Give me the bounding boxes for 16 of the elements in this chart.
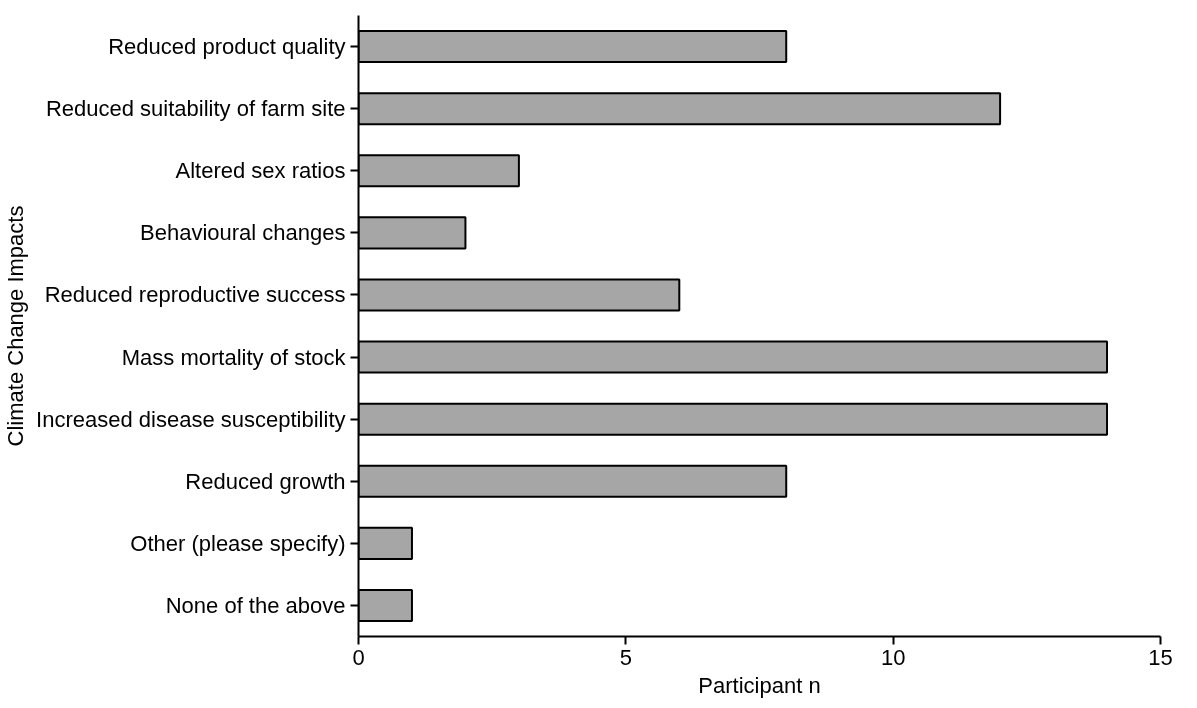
x-tick-label: 10 xyxy=(880,644,906,670)
x-axis-title: Participant n xyxy=(698,672,821,698)
y-tick-label: Reduced product quality xyxy=(108,34,346,60)
y-tick-label: Increased disease susceptibility xyxy=(36,406,346,432)
x-tick-label: 5 xyxy=(619,644,632,670)
y-axis-title: Climate Change Impacts xyxy=(3,205,29,447)
y-tick-label: Behavioural changes xyxy=(140,220,346,246)
x-tick-label: 0 xyxy=(352,644,365,670)
y-tick-label: Altered sex ratios xyxy=(175,158,346,184)
y-tick-label: Mass mortality of stock xyxy=(121,344,347,370)
y-tick-label: Reduced suitability of farm site xyxy=(45,96,346,122)
y-tick-label: Reduced growth xyxy=(185,468,346,494)
y-tick-label: Reduced reproductive success xyxy=(44,282,346,308)
x-tick-label: 15 xyxy=(1148,644,1173,670)
y-tick-label: None of the above xyxy=(165,592,346,618)
y-tick-label: Other (please specify) xyxy=(130,530,346,556)
